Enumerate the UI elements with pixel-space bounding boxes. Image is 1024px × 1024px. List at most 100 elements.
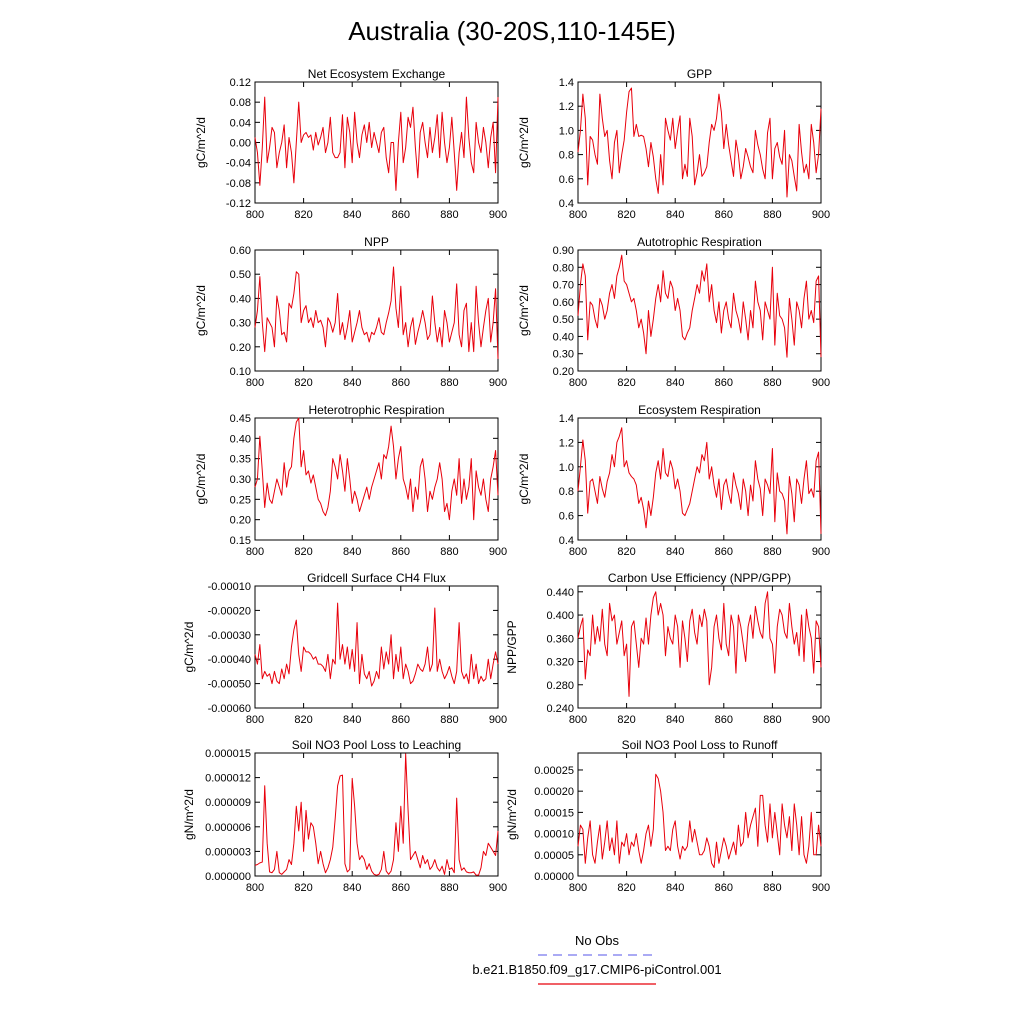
chart-autotrophic-respiration-ytick-label: 0.50 bbox=[553, 314, 574, 326]
chart-soil-no3-pool-loss-to-runoff-ytick-label: 0.00010 bbox=[534, 829, 574, 841]
chart-carbon-use-efficiency-npp-gpp-xtick-label: 880 bbox=[763, 714, 781, 726]
chart-gridcell-surface-ch4-flux-xtick-label: 840 bbox=[343, 714, 361, 726]
chart-gridcell-surface-ch4-flux-ytick-label: -0.00030 bbox=[208, 630, 251, 642]
chart-gpp-series-line bbox=[577, 87, 822, 198]
chart-gpp-xtick-label: 900 bbox=[812, 209, 830, 221]
chart-gridcell-surface-ch4-flux-ylabel: gC/m^2/d bbox=[182, 622, 196, 673]
chart-ecosystem-respiration-ylabel: gC/m^2/d bbox=[517, 454, 531, 505]
chart-gpp-ytick-label: 0.6 bbox=[559, 174, 574, 186]
chart-net-ecosystem-exchange-ytick-label: -0.12 bbox=[226, 198, 251, 210]
chart-soil-no3-pool-loss-to-runoff-xtick-label: 840 bbox=[666, 882, 684, 894]
chart-heterotrophic-respiration-xtick-label: 900 bbox=[489, 546, 507, 558]
chart-ecosystem-respiration-xtick-label: 840 bbox=[666, 546, 684, 558]
chart-panels: Net Ecosystem Exchange -0.12 -0.08 -0.04 0.0… bbox=[182, 67, 830, 894]
chart-heterotrophic-respiration-xtick-label: 800 bbox=[246, 546, 264, 558]
chart-npp-ytick-label: 0.40 bbox=[230, 293, 251, 305]
chart-carbon-use-efficiency-npp-gpp-ytick-label: 0.320 bbox=[546, 657, 574, 669]
chart-gridcell-surface-ch4-flux-ytick-label: -0.00040 bbox=[208, 654, 251, 666]
chart-gpp-ytick-label: 1.2 bbox=[559, 101, 574, 113]
chart-soil-no3-pool-loss-to-runoff-series-line bbox=[577, 773, 822, 869]
chart-carbon-use-efficiency-npp-gpp-xtick-label: 820 bbox=[617, 714, 635, 726]
chart-autotrophic-respiration-xtick-label: 840 bbox=[666, 377, 684, 389]
chart-npp-ytick-label: 0.30 bbox=[230, 318, 251, 330]
chart-autotrophic-respiration-ytick-label: 0.30 bbox=[553, 349, 574, 361]
chart-soil-no3-pool-loss-to-leaching-plot-frame bbox=[254, 752, 499, 877]
chart-npp-title: NPP bbox=[364, 235, 389, 249]
chart-autotrophic-respiration-ytick-label: 0.20 bbox=[553, 366, 574, 378]
chart-heterotrophic-respiration-xtick-label: 820 bbox=[294, 546, 312, 558]
chart-gridcell-surface-ch4-flux-xtick-label: 900 bbox=[489, 714, 507, 726]
chart-ecosystem-respiration-xtick-label: 820 bbox=[617, 546, 635, 558]
chart-soil-no3-pool-loss-to-runoff: Soil NO3 Pool Loss to Runoff 0.00000 0.000… bbox=[505, 738, 830, 894]
chart-autotrophic-respiration-xtick-label: 880 bbox=[763, 377, 781, 389]
chart-autotrophic-respiration-ylabel: gC/m^2/d bbox=[517, 285, 531, 336]
chart-carbon-use-efficiency-npp-gpp-xtick-label: 800 bbox=[569, 714, 587, 726]
chart-soil-no3-pool-loss-to-runoff-ytick-label: 0.00005 bbox=[534, 850, 574, 862]
chart-carbon-use-efficiency-npp-gpp-ytick-label: 0.440 bbox=[546, 587, 574, 599]
chart-soil-no3-pool-loss-to-leaching-series-line bbox=[254, 753, 499, 876]
chart-npp-ytick-label: 0.50 bbox=[230, 269, 251, 281]
chart-ecosystem-respiration-xtick-label: 860 bbox=[715, 546, 733, 558]
chart-gpp-ylabel: gC/m^2/d bbox=[517, 117, 531, 168]
chart-heterotrophic-respiration-series-line bbox=[254, 417, 499, 521]
chart-gpp-xtick-label: 860 bbox=[715, 209, 733, 221]
chart-gridcell-surface-ch4-flux-xtick-label: 860 bbox=[392, 714, 410, 726]
chart-gpp-ytick-label: 0.8 bbox=[559, 150, 574, 162]
chart-net-ecosystem-exchange-series-line bbox=[254, 96, 499, 191]
chart-autotrophic-respiration-xtick-label: 800 bbox=[569, 377, 587, 389]
chart-carbon-use-efficiency-npp-gpp-xtick-label: 900 bbox=[812, 714, 830, 726]
chart-npp-xtick-label: 840 bbox=[343, 377, 361, 389]
chart-autotrophic-respiration-plot-frame bbox=[577, 249, 822, 372]
chart-ecosystem-respiration-ytick-label: 1.4 bbox=[559, 413, 574, 425]
chart-soil-no3-pool-loss-to-leaching-ylabel: gN/m^2/d bbox=[182, 789, 196, 840]
chart-gpp-xtick-label: 800 bbox=[569, 209, 587, 221]
chart-soil-no3-pool-loss-to-leaching-ytick-label: 0.000003 bbox=[205, 846, 251, 858]
chart-autotrophic-respiration-ytick-label: 0.60 bbox=[553, 297, 574, 309]
chart-gridcell-surface-ch4-flux: Gridcell Surface CH4 Flux -0.00060 -0.0005… bbox=[182, 571, 507, 726]
chart-npp-plot-frame bbox=[254, 249, 499, 372]
chart-carbon-use-efficiency-npp-gpp-ytick-label: 0.240 bbox=[546, 703, 574, 715]
chart-gridcell-surface-ch4-flux-xtick-label: 820 bbox=[294, 714, 312, 726]
chart-gpp-ytick-label: 1.4 bbox=[559, 77, 574, 89]
chart-net-ecosystem-exchange-title: Net Ecosystem Exchange bbox=[308, 67, 446, 81]
chart-gpp: GPP 0.4 0.6 0.8 1.0 1.2 1.4 800 820 840 860 880 900 g… bbox=[517, 67, 830, 221]
chart-soil-no3-pool-loss-to-leaching-xtick-label: 880 bbox=[440, 882, 458, 894]
legend-label-model-run: b.e21.B1850.f09_g17.CMIP6-piControl.001 bbox=[472, 962, 721, 977]
chart-autotrophic-respiration-xtick-label: 860 bbox=[715, 377, 733, 389]
chart-heterotrophic-respiration-ytick-label: 0.30 bbox=[230, 474, 251, 486]
chart-soil-no3-pool-loss-to-runoff-xtick-label: 880 bbox=[763, 882, 781, 894]
chart-soil-no3-pool-loss-to-runoff-xtick-label: 860 bbox=[715, 882, 733, 894]
chart-gridcell-surface-ch4-flux-series-line bbox=[254, 602, 499, 687]
chart-net-ecosystem-exchange-ytick-label: -0.04 bbox=[226, 158, 251, 170]
chart-soil-no3-pool-loss-to-leaching-ytick-label: 0.000012 bbox=[205, 773, 251, 785]
chart-net-ecosystem-exchange-xtick-label: 860 bbox=[392, 209, 410, 221]
chart-soil-no3-pool-loss-to-runoff-xtick-label: 900 bbox=[812, 882, 830, 894]
legend-label-no-obs: No Obs bbox=[575, 933, 620, 948]
chart-ecosystem-respiration-series-line bbox=[577, 427, 822, 535]
chart-ecosystem-respiration: Ecosystem Respiration 0.4 0.6 0.8 1.0 1.2 1.4 8… bbox=[517, 403, 830, 558]
chart-gridcell-surface-ch4-flux-xtick-label: 800 bbox=[246, 714, 264, 726]
chart-net-ecosystem-exchange-xtick-label: 800 bbox=[246, 209, 264, 221]
chart-net-ecosystem-exchange-ylabel: gC/m^2/d bbox=[194, 117, 208, 168]
chart-soil-no3-pool-loss-to-leaching-xtick-label: 860 bbox=[392, 882, 410, 894]
figure-title: Australia (30-20S,110-145E) bbox=[348, 16, 676, 46]
chart-gpp-plot-frame bbox=[577, 81, 822, 204]
chart-autotrophic-respiration-ytick-label: 0.90 bbox=[553, 245, 574, 257]
chart-ecosystem-respiration-xtick-label: 800 bbox=[569, 546, 587, 558]
chart-gridcell-surface-ch4-flux-ytick-label: -0.00020 bbox=[208, 605, 251, 617]
chart-npp-ytick-label: 0.60 bbox=[230, 245, 251, 257]
chart-gpp-ytick-label: 1.0 bbox=[559, 125, 574, 137]
chart-ecosystem-respiration-ytick-label: 0.6 bbox=[559, 511, 574, 523]
chart-net-ecosystem-exchange-xtick-label: 840 bbox=[343, 209, 361, 221]
chart-gridcell-surface-ch4-flux-ytick-label: -0.00060 bbox=[208, 703, 251, 715]
chart-gridcell-surface-ch4-flux-title: Gridcell Surface CH4 Flux bbox=[307, 571, 446, 585]
chart-gridcell-surface-ch4-flux-ytick-label: -0.00050 bbox=[208, 679, 251, 691]
chart-gridcell-surface-ch4-flux-xtick-label: 880 bbox=[440, 714, 458, 726]
chart-carbon-use-efficiency-npp-gpp-title: Carbon Use Efficiency (NPP/GPP) bbox=[608, 571, 791, 585]
chart-carbon-use-efficiency-npp-gpp: Carbon Use Efficiency (NPP/GPP) 0.240 0.28… bbox=[505, 571, 830, 726]
chart-gpp-xtick-label: 880 bbox=[763, 209, 781, 221]
chart-heterotrophic-respiration-ytick-label: 0.15 bbox=[230, 535, 251, 547]
chart-heterotrophic-respiration-xtick-label: 860 bbox=[392, 546, 410, 558]
chart-autotrophic-respiration-ytick-label: 0.40 bbox=[553, 331, 574, 343]
